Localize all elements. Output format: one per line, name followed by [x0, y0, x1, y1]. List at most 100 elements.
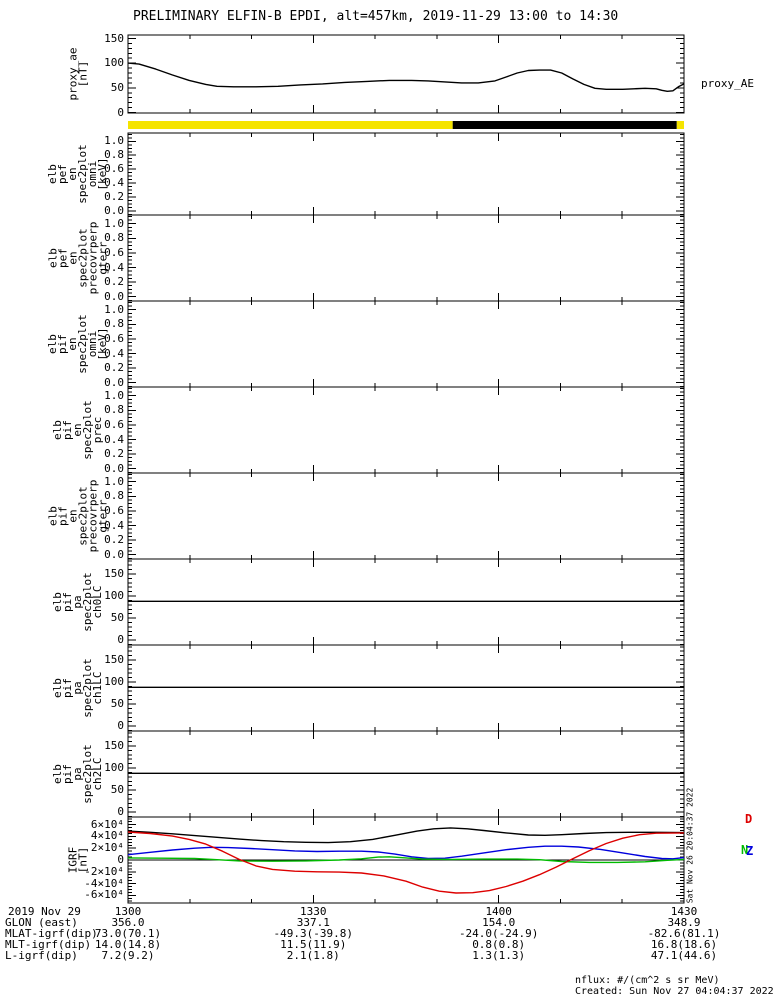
- y-tick-label: 0.2: [104, 447, 124, 461]
- date-label: 2019 Nov 29: [8, 905, 81, 918]
- y-tick-label: 1.0: [104, 216, 124, 230]
- panel-frame-elb_pef_en_spec2plot_precovrperp_gterr: [127, 214, 685, 302]
- proxy-ae-right-label: proxy_AE: [701, 77, 754, 90]
- row-value: 73.0(70.1): [94, 927, 162, 940]
- panel-ylabel-text: elb pif pa spec2plot ch0LC: [50, 572, 104, 632]
- series-B-D: [127, 831, 685, 894]
- row-label-glon: GLON (east): [5, 916, 78, 929]
- y-tick-label: 0.6: [104, 245, 124, 259]
- y-tick-label: 150: [104, 739, 124, 752]
- y-tick-label: 50: [110, 697, 124, 711]
- y-tick-label: -4×10⁴: [84, 876, 124, 890]
- igrf-line-label-Z: Z: [746, 844, 754, 858]
- y-tick-label: 2×10⁴: [90, 841, 124, 855]
- panel-ylabel-text: elb pif en spec2plot prec: [50, 400, 104, 460]
- panel-ylabel-elb_pif_en_spec2plot_prec: elb pif en spec2plot prec: [44, 387, 112, 473]
- plot-title: PRELIMINARY ELFIN-B EPDI, alt=457km, 201…: [133, 9, 619, 24]
- y-tick-label: 1.0: [104, 302, 124, 316]
- y-tick-label: 0.8: [104, 148, 124, 162]
- y-tick-label: 0.4: [104, 432, 124, 446]
- y-tick-label: 0.0: [104, 375, 124, 389]
- panel-ylabel-elb_pef_en_spec2plot_precovrperp_gterr: elb pef en spec2plot precovrperp gterr: [44, 215, 112, 301]
- row-label-l-igrf: L-igrf(dip): [5, 949, 78, 962]
- panel-frame-elb_pef_en_spec2plot_omni: [127, 132, 685, 216]
- y-tick-label: 50: [110, 783, 124, 797]
- y-tick-label: 0.6: [104, 503, 124, 517]
- igrf-line-label-D: D: [745, 812, 753, 826]
- panel-ylabel-text: elb pif en spec2plot precovrperp gterr: [46, 479, 110, 553]
- row-label-mlt-igrf: MLT-igrf(dip): [5, 938, 92, 951]
- x-tick-label: 1400: [485, 905, 512, 918]
- y-tick-label: 4×10⁴: [90, 829, 124, 843]
- panel-ylabel-proxy_AE: proxy_ae [nT]: [44, 35, 112, 113]
- x-tick-label: 1300: [114, 905, 142, 918]
- y-tick-label: 150: [104, 567, 124, 580]
- y-tick-label: 0.8: [104, 317, 124, 331]
- y-tick-label: 0.0: [104, 289, 124, 303]
- y-tick-label: -6×10⁴: [84, 888, 124, 902]
- row-label-mlat-igrf: MLAT-igrf(dip): [5, 927, 98, 940]
- row-value: 348.9: [667, 916, 701, 929]
- row-value: -24.0(-24.9): [458, 927, 539, 940]
- y-tick-label: 0.4: [104, 260, 124, 274]
- panel-ylabel-text: elb pef en spec2plot precovrperp gterr: [46, 221, 110, 295]
- panel-ylabel-text: elb pif pa spec2plot ch2LC: [50, 744, 104, 804]
- row-value: 154.0: [482, 916, 516, 929]
- panel-frame-proxy_AE: [127, 34, 685, 114]
- series-B-N: [127, 856, 685, 864]
- panel-frame-elb_pif_en_spec2plot_prec: [127, 386, 685, 474]
- panel-ylabel-IGRF: IGRF [nT]: [44, 817, 112, 903]
- y-tick-label: 1.0: [104, 134, 124, 148]
- y-tick-label: 50: [110, 611, 124, 625]
- panel-ylabel-elb_pif_en_spec2plot_omni: elb pif en spec2plot omni [keV]: [44, 301, 112, 387]
- y-tick-label: 1.0: [104, 388, 124, 402]
- panel-ylabel-elb_pif_pa_spec2plot_ch1LC: elb pif pa spec2plot ch1LC: [44, 645, 112, 731]
- panel-ylabel-text: elb pif pa spec2plot ch1LC: [50, 658, 104, 718]
- y-tick-label: 0.4: [104, 346, 124, 360]
- y-tick-label: 0.2: [104, 275, 124, 289]
- y-tick-label: 0.6: [104, 331, 124, 345]
- panel-frame-elb_pif_en_spec2plot_omni: [127, 300, 685, 388]
- y-tick-label: 0: [117, 105, 124, 119]
- panel-ylabel-elb_pif_en_spec2plot_precovrperp_gterr: elb pif en spec2plot precovrperp gterr: [44, 473, 112, 559]
- y-tick-label: 0: [117, 633, 124, 647]
- panel-ylabel-elb_pef_en_spec2plot_omni: elb pef en spec2plot omni [keV]: [44, 133, 112, 215]
- y-tick-label: 0.2: [104, 533, 124, 547]
- series-B-total: [127, 827, 685, 844]
- y-tick-label: 0.2: [104, 189, 124, 203]
- strip-segment-1: [452, 121, 677, 129]
- row-value: 11.5(11.9): [280, 938, 347, 951]
- panel-frame-elb_pif_en_spec2plot_precovrperp_gterr: [127, 472, 685, 560]
- y-tick-label: 1.0: [104, 474, 124, 488]
- y-tick-label: 100: [104, 589, 124, 602]
- row-value: 7.2(9.2): [101, 949, 155, 962]
- series-proxy_AE: [127, 62, 685, 93]
- strip-segment-0: [128, 121, 453, 129]
- row-value: 2.1(1.8): [286, 949, 340, 962]
- y-tick-label: 0: [117, 853, 124, 866]
- y-tick-label: 0.4: [104, 176, 124, 189]
- igrf-line-label-N: N: [741, 843, 749, 857]
- strip-segment-2: [676, 121, 684, 129]
- y-tick-label: 0.6: [104, 417, 124, 431]
- y-tick-label: 0.6: [104, 162, 124, 176]
- panel-ylabel-text: IGRF [nT]: [66, 846, 89, 874]
- y-tick-label: 150: [104, 653, 124, 666]
- x-tick-label: 1430: [670, 905, 698, 918]
- side-timestamp-wrap: Sat Nov 26 20:04:37 2022: [683, 787, 697, 903]
- y-tick-label: 0.8: [104, 231, 124, 245]
- y-tick-label: 0.8: [104, 489, 124, 503]
- panel-ylabel-elb_pif_pa_spec2plot_ch0LC: elb pif pa spec2plot ch0LC: [44, 559, 112, 645]
- panel-ylabel-elb_pif_pa_spec2plot_ch2LC: elb pif pa spec2plot ch2LC: [44, 731, 112, 817]
- y-tick-label: 0.0: [104, 547, 124, 561]
- y-tick-label: 0.2: [104, 361, 124, 375]
- y-tick-label: 0: [117, 719, 124, 733]
- y-tick-label: 150: [104, 31, 124, 45]
- y-tick-label: 100: [104, 675, 124, 688]
- row-value: -49.3(-39.8): [273, 927, 354, 940]
- y-tick-label: 50: [110, 80, 124, 94]
- series-B-Z: [127, 845, 685, 860]
- y-tick-label: 6×10⁴: [90, 817, 124, 831]
